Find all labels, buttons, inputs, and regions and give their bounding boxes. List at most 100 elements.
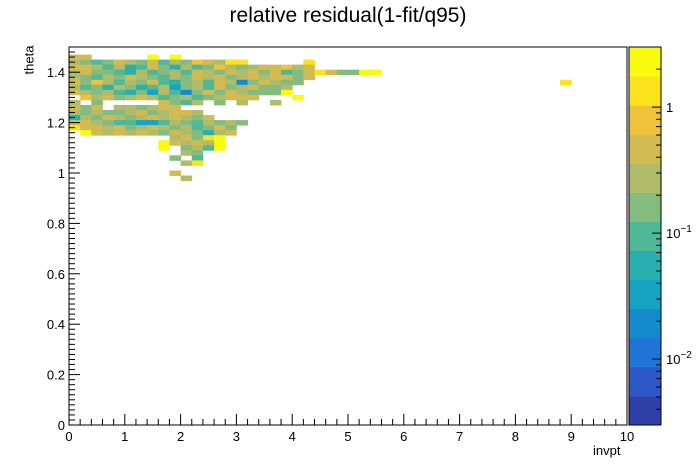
heatmap-bin <box>247 79 260 86</box>
colorbar-tick-label: 1 <box>666 100 673 115</box>
heatmap-bin <box>80 74 92 81</box>
heatmap-bin <box>158 69 170 76</box>
heatmap-bin <box>180 69 193 76</box>
x-tick-label: 4 <box>289 429 296 444</box>
heatmap-bin <box>202 79 215 86</box>
heatmap-bin <box>281 69 293 76</box>
heatmap-bin <box>169 94 181 101</box>
heatmap-bin <box>214 94 226 101</box>
heatmap-bin <box>91 94 103 101</box>
heatmap-bin <box>225 130 237 136</box>
heatmap-bin <box>80 120 92 126</box>
heatmap-bin <box>102 84 115 91</box>
heatmap-bin <box>281 74 293 81</box>
heatmap-bin <box>135 125 148 131</box>
heatmap-bin <box>180 64 193 71</box>
heatmap-bin <box>202 59 215 66</box>
x-tick-label: 2 <box>177 429 184 444</box>
heatmap-bin <box>202 135 215 141</box>
heatmap-bin <box>169 170 181 176</box>
heatmap-bin <box>191 79 204 86</box>
heatmap-bin <box>236 69 248 76</box>
heatmap-bin <box>80 125 92 131</box>
heatmap-bin <box>113 59 126 66</box>
heatmap-bin <box>191 99 204 106</box>
heatmap-bin <box>191 64 204 71</box>
heatmap-bin <box>202 140 215 146</box>
heatmap-bin <box>214 64 226 71</box>
heatmap-bin <box>214 74 226 81</box>
y-tick-label: 0.8 <box>47 216 65 231</box>
heatmap-bin <box>180 74 193 81</box>
heatmap-bin <box>102 74 115 81</box>
y-tick-label: 0.6 <box>47 267 65 282</box>
y-tick-label: 0.4 <box>47 317 65 332</box>
heatmap-bin <box>113 74 126 81</box>
heatmap-bin <box>180 84 193 91</box>
heatmap-bin <box>147 110 159 116</box>
heatmap-bin <box>80 94 92 101</box>
heatmap-bin <box>135 74 148 81</box>
x-axis-label: invpt <box>593 443 621 458</box>
heatmap-bin <box>292 74 304 81</box>
heatmap-bin <box>135 115 148 121</box>
heatmap-bin <box>135 89 148 96</box>
heatmap-bin <box>191 69 204 76</box>
heatmap-bin <box>158 145 170 151</box>
heatmap-bin <box>225 120 237 126</box>
heatmap-bin <box>169 59 181 66</box>
heatmap-bin <box>236 94 248 101</box>
heatmap-bin <box>303 64 315 71</box>
heatmap-bin <box>113 79 126 86</box>
heatmap-bin <box>102 130 115 136</box>
colorbar-segment <box>629 395 661 426</box>
heatmap-bin <box>214 84 226 91</box>
colorbar-segment <box>629 105 661 135</box>
heatmap-bin <box>158 94 170 101</box>
heatmap-bin <box>191 155 204 161</box>
heatmap-bin <box>113 69 126 76</box>
heatmap-bin <box>169 79 181 86</box>
heatmap-bin <box>135 110 148 116</box>
heatmap-bin <box>158 59 170 66</box>
heatmap-bin <box>158 104 170 111</box>
heatmap-bin <box>113 104 126 111</box>
heatmap-bin <box>191 145 204 151</box>
heatmap-bin <box>169 89 181 96</box>
heatmap-bin <box>102 59 115 66</box>
heatmap-bin <box>169 120 181 126</box>
heatmap-bin <box>113 84 126 91</box>
heatmap-bin <box>214 79 226 86</box>
heatmap-bin <box>80 54 92 60</box>
heatmap-bin <box>202 130 215 136</box>
heatmap-bin <box>147 89 159 96</box>
heatmap-bin <box>147 59 159 66</box>
heatmap-bin <box>202 115 215 121</box>
heatmap-bin <box>169 74 181 81</box>
heatmap-bin <box>281 79 293 86</box>
heatmap-bin <box>91 79 103 86</box>
heatmap-bin <box>158 120 170 126</box>
heatmap-bin <box>147 69 159 76</box>
heatmap-bin <box>303 59 315 66</box>
heatmap-bin <box>102 94 115 101</box>
y-tick-label: 1.4 <box>47 65 65 80</box>
heatmap-bin <box>214 89 226 96</box>
heatmap-bin <box>124 64 137 71</box>
heatmap-bin <box>258 89 271 96</box>
heatmap-bin <box>169 84 181 91</box>
colorbar-frame <box>628 46 662 426</box>
colorbar-segment <box>629 308 661 339</box>
heatmap-bin <box>191 160 204 166</box>
heatmap-bin <box>180 89 193 96</box>
heatmap-bin <box>135 120 148 126</box>
heatmap-bin <box>560 79 572 86</box>
heatmap-bin <box>113 110 126 116</box>
heatmap-bin <box>147 115 159 121</box>
heatmap-bin <box>225 64 237 71</box>
heatmap-bin <box>214 120 226 126</box>
heatmap-bin <box>169 99 181 106</box>
heatmap-bin <box>247 89 260 96</box>
heatmap-bin <box>102 89 115 96</box>
